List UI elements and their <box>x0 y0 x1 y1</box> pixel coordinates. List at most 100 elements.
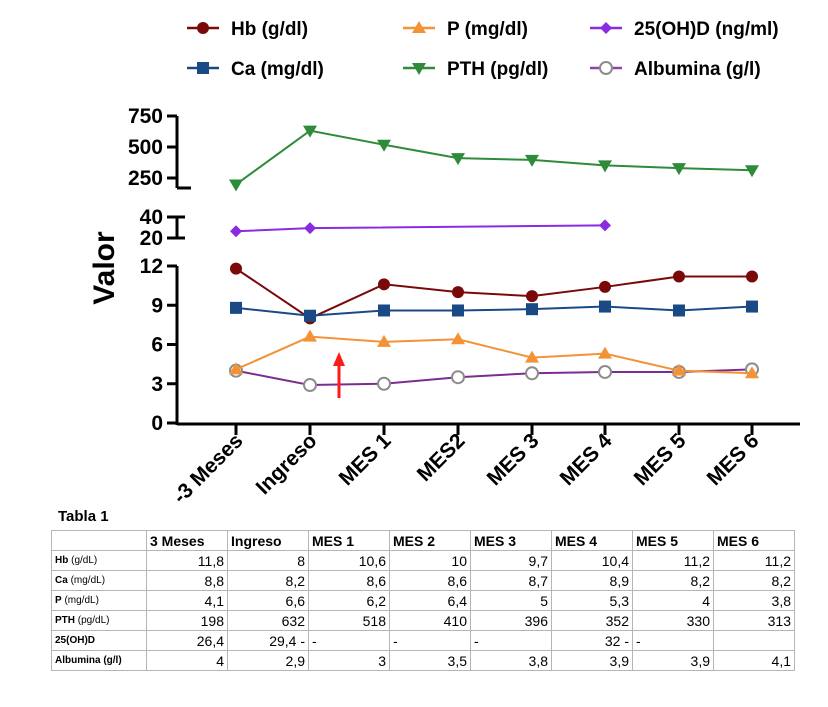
table-cell: 10,4 <box>551 550 633 571</box>
data-point <box>304 222 316 235</box>
table-header-cell: MES 5 <box>632 530 714 551</box>
series-p-mg-dl <box>229 329 759 379</box>
data-point <box>378 304 390 317</box>
table-cell: 6,6 <box>227 590 309 611</box>
table-row: 25(OH)D 26,4 29,4 - - - -32 -- <box>51 630 795 651</box>
x-tick-label: MES 5 <box>630 429 691 490</box>
table-cell: - <box>308 630 390 651</box>
x-tick-label: MES 1 <box>335 429 396 490</box>
data-point <box>452 286 464 299</box>
y-tick-label: 750 <box>128 105 163 128</box>
legend: Hb (g/dl) Ca (mg/dl) P (mg/dl) PTH (pg/dl) 2… <box>187 19 779 80</box>
table-corner <box>51 530 147 551</box>
table-cell: 32 - <box>551 630 633 651</box>
data-point <box>303 329 317 342</box>
data-point <box>525 366 539 381</box>
data-point <box>598 364 612 379</box>
table-header-cell: Ingreso <box>227 530 309 551</box>
table-cell: 518 <box>308 610 390 631</box>
table-cell: 5 <box>470 590 552 611</box>
table-header-cell: MES 1 <box>308 530 390 551</box>
table-cell: 4,1 <box>146 590 228 611</box>
table-cell: 29,4 - <box>227 630 309 651</box>
table-cell: 330 <box>632 610 714 631</box>
table-row: Hb (g/dL) 11,8 8 10,6 10 9,7 10,4 11,2 11,2 <box>51 550 795 571</box>
data-point <box>598 346 612 359</box>
row-header: Hb (g/dL) <box>51 550 147 571</box>
data-point <box>599 280 611 293</box>
y-tick-label: 9 <box>151 294 163 317</box>
data-point <box>452 304 464 317</box>
legend-label: Ca (mg/dl) <box>231 59 324 80</box>
table-row: Ca (mg/dL) 8,8 8,2 8,6 8,6 8,7 8,9 8,2 8,2 <box>51 570 795 591</box>
table-cell: 3 <box>308 650 390 671</box>
legend-label: Hb (g/dl) <box>231 19 308 40</box>
data-point <box>746 300 758 313</box>
table-cell: 313 <box>713 610 795 631</box>
data-point <box>303 125 317 138</box>
data-point <box>673 304 685 317</box>
table-cell: 3,5 <box>389 650 471 671</box>
legend-item-ca-mg-dl: Ca (mg/dl) <box>187 59 324 80</box>
y-tick-label: 3 <box>151 373 163 396</box>
table-cell: 8,7 <box>470 570 552 591</box>
table-cell: 4 <box>632 590 714 611</box>
legend-marker <box>600 22 612 34</box>
table-cell: 6,4 <box>389 590 471 611</box>
table-row: P (mg/dL) 4,1 6,6 6,2 6,4 5 5,3 4 3,8 <box>51 590 795 611</box>
table-cell: - <box>632 630 714 651</box>
row-header: PTH (pg/dL) <box>51 610 147 631</box>
table-cell: 8,9 <box>551 570 633 591</box>
data-point <box>672 163 686 176</box>
row-header: Albumina (g/l) <box>51 650 147 671</box>
table-cell: 396 <box>470 610 552 631</box>
table-cell: 3,8 <box>713 590 795 611</box>
data-point <box>525 154 539 167</box>
data-point <box>598 160 612 173</box>
data-point <box>451 153 465 166</box>
data-point <box>526 303 538 316</box>
table-cell: 352 <box>551 610 633 631</box>
data-point <box>745 366 759 379</box>
series-line <box>235 305 753 317</box>
data-point <box>672 363 686 376</box>
legend-marker <box>412 63 426 75</box>
x-tick-label: MES2 <box>413 429 470 486</box>
table-cell: 3,9 <box>551 650 633 671</box>
data-point <box>673 270 685 283</box>
legend-marker <box>197 22 209 34</box>
table-cell: 8,6 <box>389 570 471 591</box>
data-point <box>451 370 465 385</box>
table-cell: - <box>470 630 552 651</box>
series-ca-mg-dl <box>230 300 758 322</box>
legend-item-pth-pg-dl: PTH (pg/dl) <box>403 59 548 80</box>
legend-label: PTH (pg/dl) <box>447 59 548 80</box>
table-cell: 8 <box>227 550 309 571</box>
legend-item-hb-g-dl: Hb (g/dl) <box>187 19 308 40</box>
table-cell: 2,9 <box>227 650 309 671</box>
x-tick-label: MES 6 <box>703 429 764 490</box>
table-row: Albumina (g/l) 4 2,9 3 3,5 3,8 3,9 3,9 4,1 <box>51 650 795 671</box>
table-cell <box>713 630 795 651</box>
y-tick-label: 20 <box>140 227 163 250</box>
table-cell: 8,2 <box>713 570 795 591</box>
table-cell: 3,9 <box>632 650 714 671</box>
series-line <box>235 335 753 375</box>
table-cell: 8,8 <box>146 570 228 591</box>
x-tick-label: Ingreso <box>252 429 322 499</box>
series-line <box>235 224 606 233</box>
legend-label: P (mg/dl) <box>447 19 528 40</box>
table-cell: 4 <box>146 650 228 671</box>
series-pth-pg-dl <box>229 125 759 192</box>
line-chart: Hb (g/dl) Ca (mg/dl) P (mg/dl) PTH (pg/dl) 2… <box>88 19 800 505</box>
data-point <box>377 139 391 152</box>
table-cell: 8,2 <box>227 570 309 591</box>
chart-series <box>229 125 759 393</box>
data-point <box>377 334 391 347</box>
data-point <box>229 362 243 375</box>
table-cell: 26,4 <box>146 630 228 651</box>
table-header-cell: 3 Meses <box>146 530 228 551</box>
data-point <box>451 332 465 345</box>
series-line <box>235 129 753 186</box>
data-point <box>230 225 242 238</box>
